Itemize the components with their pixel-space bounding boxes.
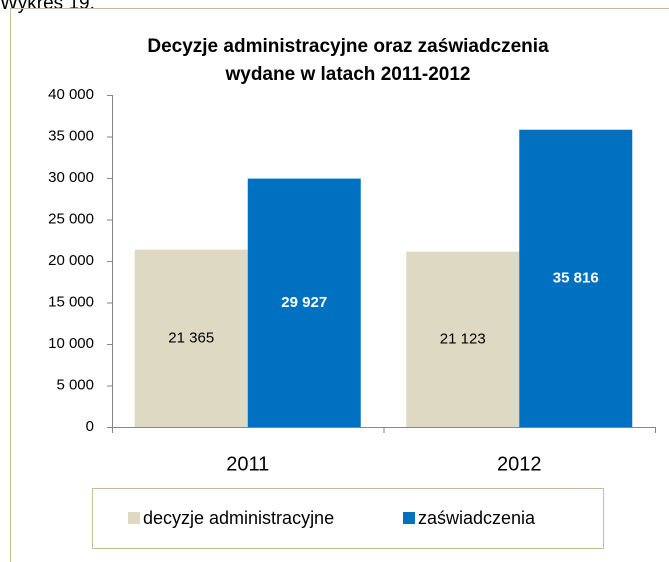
bar: [247, 178, 361, 427]
value-label: 21 365: [168, 329, 214, 346]
y-tick-label: 40 000: [48, 86, 94, 103]
legend-label: zaświadczenia: [418, 508, 536, 528]
bar: [406, 251, 520, 427]
legend-swatch: [128, 512, 140, 524]
y-tick-label: 15 000: [48, 293, 94, 310]
value-label: 21 123: [440, 330, 486, 347]
legend-label: decyzje administracyjne: [143, 508, 334, 528]
bar: [519, 129, 633, 427]
legend-box: [92, 488, 604, 549]
caption: Wykres 19.: [0, 0, 95, 14]
x-tick-label: 2011: [226, 453, 269, 475]
y-tick-label: 10 000: [48, 335, 94, 352]
y-tick-label: 30 000: [48, 169, 94, 186]
y-tick-label: 5 000: [56, 376, 94, 393]
legend-swatch: [403, 512, 415, 524]
y-tick-label: 35 000: [48, 127, 94, 144]
chart-title: wydane w latach 2011-2012: [224, 64, 470, 85]
bar: [134, 249, 248, 427]
value-label: 29 927: [281, 294, 327, 311]
x-tick-label: 2012: [497, 453, 542, 475]
chart-title: Decyzje administracyjne oraz zaświadczen…: [147, 36, 549, 57]
value-label: 35 816: [553, 269, 599, 286]
y-tick-label: 20 000: [48, 252, 94, 269]
y-tick-label: 25 000: [48, 210, 94, 227]
y-tick-label: 0: [86, 418, 94, 435]
